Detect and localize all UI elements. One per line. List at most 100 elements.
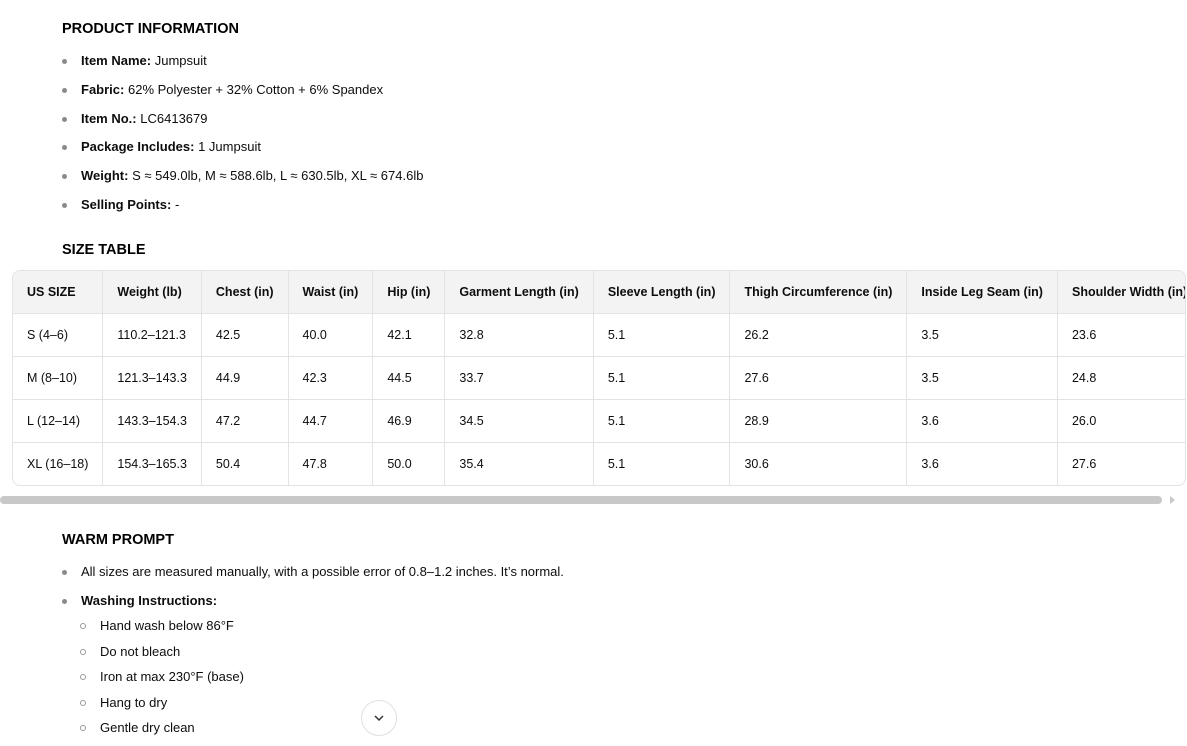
- item-label: Selling Points: [81, 196, 167, 212]
- item-label: Weight: [81, 168, 125, 184]
- table-cell: XL (16–18): [13, 442, 104, 485]
- size-table-heading: SIZE TABLE: [62, 242, 146, 258]
- table-cell: 50.4: [201, 442, 289, 485]
- table-cell: 44.9: [201, 356, 289, 400]
- table-row: S (4–6) 110.2–121.3 42.5 40.0 42.1 32.8 5.1 26.…: [13, 313, 1185, 357]
- list-item: Hand wash below 86°F: [62, 618, 244, 644]
- washing-instruction: Iron at max 230°F (base): [100, 669, 244, 685]
- circle-bullet-icon: [80, 725, 86, 732]
- item-label: Fabric: [81, 81, 121, 97]
- column-header: Chest (in): [201, 271, 289, 314]
- list-item: Washing Instructions:: [62, 593, 564, 619]
- washing-label: Washing Instructions: [81, 592, 213, 608]
- item-value: LC6413679: [140, 110, 208, 126]
- table-cell: 5.1: [593, 399, 731, 443]
- column-header: Inside Leg Seam (in): [906, 271, 1058, 314]
- washing-instruction: Hand wash below 86°F: [100, 618, 234, 633]
- table-cell: 32.8: [444, 313, 594, 357]
- column-header: Weight (lb): [102, 271, 202, 314]
- table-cell: 34.5: [444, 399, 594, 443]
- table-cell: 28.9: [729, 399, 908, 443]
- circle-bullet-icon: [80, 699, 86, 706]
- circle-bullet-icon: [80, 648, 86, 655]
- list-item: Item Name: Jumpsuit: [62, 53, 423, 82]
- table-cell: 42.1: [372, 313, 446, 357]
- list-item: Item No.: LC6413679: [62, 111, 423, 140]
- table-cell: 26.2: [729, 313, 908, 357]
- table-cell: 46.9: [372, 399, 446, 443]
- table-cell: 3.5: [906, 313, 1058, 357]
- table-cell: 27.6: [729, 356, 908, 400]
- table-cell: 50.0: [372, 442, 446, 485]
- item-value: Jumpsuit: [154, 53, 207, 68]
- table-cell: 27.6: [1071, 457, 1097, 471]
- table-cell: M (8–10): [13, 356, 104, 400]
- list-item: Iron at max 230°F (base): [62, 669, 244, 695]
- product-info-heading: PRODUCT INFORMATION: [62, 21, 239, 37]
- scrollbar-thumb[interactable]: [0, 496, 1162, 504]
- table-cell: 44.7: [288, 399, 374, 443]
- table-cell: 44.5: [372, 356, 446, 400]
- table-cell: 42.5: [201, 313, 289, 357]
- table-cell: 3.6: [906, 399, 1058, 443]
- column-header: Hip (in): [372, 271, 446, 314]
- product-info-list: Item Name: Jumpsuit Fabric: 62% Polyester…: [62, 53, 423, 226]
- column-header: Shoulder Width (in): [1057, 271, 1185, 314]
- list-item: Selling Points: -: [62, 197, 423, 226]
- washing-list: Hand wash below 86°F Do not bleach Iron at…: [62, 618, 244, 746]
- circle-bullet-icon: [80, 623, 86, 629]
- list-item: Fabric: 62% Polyester + 32% Cotton + 6% …: [62, 82, 423, 111]
- table-row: L (12–14) 143.3–154.3 47.2 44.7 46.9 34.5 5.1 2…: [13, 399, 1185, 443]
- table-cell: 47.8: [288, 442, 374, 485]
- item-value: 1 Jumpsuit: [198, 139, 261, 155]
- table-cell: S (4–6): [13, 313, 104, 357]
- table-cell: 5.1: [593, 313, 731, 357]
- table-cell: 24.8: [1057, 356, 1185, 400]
- list-item: Gentle dry clean: [62, 720, 244, 746]
- item-value: 62% Polyester + 32% Cotton + 6% Spandex: [127, 81, 384, 97]
- column-header: Waist (in): [288, 271, 374, 314]
- table-cell: 35.4: [444, 442, 594, 485]
- washing-instruction: Gentle dry clean: [100, 720, 195, 736]
- scroll-down-button[interactable]: [361, 700, 397, 736]
- table-cell: 3.5: [906, 356, 1058, 400]
- bullet-icon: [62, 145, 67, 151]
- list-item: Weight: S ≈ 549.0lb, M ≈ 588.6lb, L ≈ 63…: [62, 168, 423, 197]
- table-cell: 40.0: [288, 313, 374, 357]
- bullet-icon: [62, 174, 67, 180]
- circle-bullet-icon: [80, 674, 86, 681]
- item-value: S ≈ 549.0lb, M ≈ 588.6lb, L ≈ 630.5lb, X…: [132, 168, 424, 184]
- washing-instruction: Do not bleach: [100, 643, 181, 659]
- table-cell: 30.6: [729, 442, 908, 485]
- bullet-icon: [62, 598, 67, 604]
- table-cell: 33.7: [444, 356, 594, 400]
- list-item: All sizes are measured manually, with a …: [62, 564, 564, 593]
- table-row: XL (16–18) 154.3–165.3 50.4 47.8 50.0 35.4 5.1…: [13, 442, 1185, 485]
- table-cell: 23.6: [1057, 313, 1185, 357]
- table-cell: L (12–14): [13, 399, 104, 443]
- item-label: Item Name: [81, 53, 147, 68]
- table-cell: 3.6: [906, 442, 1058, 485]
- table-cell: 143.3–154.3: [102, 399, 202, 443]
- washing-instruction: Hang to dry: [100, 694, 168, 710]
- table-row: M (8–10) 121.3–143.3 44.9 42.3 44.5 33.7 5.1 27…: [13, 356, 1185, 400]
- scroll-right-arrow-icon[interactable]: [1170, 496, 1175, 504]
- column-header: Sleeve Length (in): [593, 271, 731, 314]
- bullet-icon: [62, 116, 67, 122]
- bullet-icon: [62, 202, 67, 208]
- item-label: Item No.: [81, 110, 133, 126]
- list-item: Package Includes: 1 Jumpsuit: [62, 139, 423, 168]
- table-cell: 121.3–143.3: [102, 356, 202, 400]
- warm-prompt-list: All sizes are measured manually, with a …: [62, 564, 564, 619]
- measure-note: All sizes are measured manually, with a …: [81, 564, 564, 579]
- horizontal-scrollbar[interactable]: [0, 496, 1187, 505]
- column-header: Thigh Circumference (in): [729, 271, 908, 314]
- size-table: US SIZE Weight (lb) Chest (in) Waist (in) Hi…: [12, 270, 1186, 486]
- list-item: Do not bleach: [62, 644, 244, 670]
- bullet-icon: [62, 570, 67, 575]
- table-cell: 42.3: [288, 356, 374, 400]
- chevron-down-icon: [374, 715, 384, 722]
- table-cell: 47.2: [201, 399, 289, 443]
- table-cell: 26.0: [1057, 399, 1185, 443]
- warm-prompt-heading: WARM PROMPT: [62, 532, 174, 548]
